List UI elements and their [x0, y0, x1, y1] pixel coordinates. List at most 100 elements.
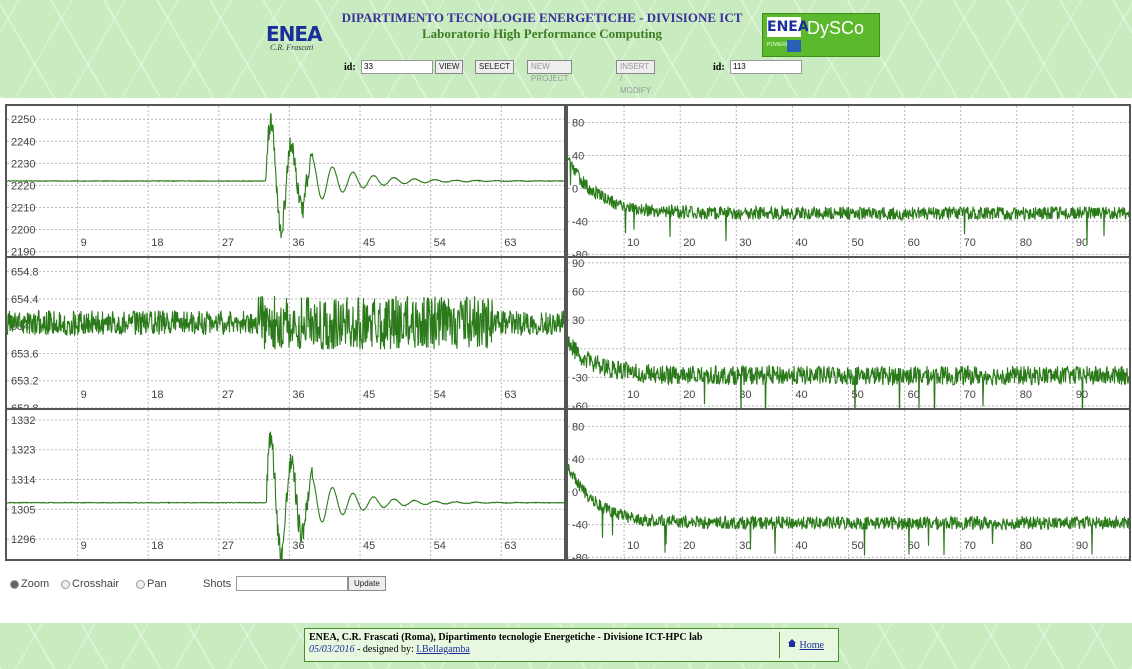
x-tick-label: 30 [739, 540, 751, 552]
x-tick-label: 90 [1076, 540, 1088, 552]
view-button[interactable]: VIEW [435, 60, 464, 74]
id-input[interactable]: 33 [361, 60, 433, 74]
home-link-group[interactable]: Home [787, 638, 824, 651]
plot-top-left-chart: 9182736455463722502240223022202210220021… [7, 106, 564, 256]
y-tick-label: 60 [572, 286, 584, 298]
plot-top-left[interactable]: 9182736455463722502240223022202210220021… [7, 106, 564, 256]
y-tick-label: 40 [572, 454, 584, 466]
update-button[interactable]: Update [348, 576, 386, 591]
plot-top-right[interactable]: 10 20 30 40 50 60 70 80 90 80 40 0 -40 -80 [568, 106, 1129, 256]
dysco-logo-text: DySCo [807, 18, 865, 38]
pan-radio[interactable]: Pan [136, 578, 167, 590]
y-tick-label: -60 [572, 401, 588, 408]
home-link[interactable]: Home [799, 640, 824, 651]
zoom-radio-dot[interactable] [10, 579, 19, 589]
signal-trace [7, 113, 564, 239]
y-tick-label: -80 [572, 249, 588, 256]
y-tick-label: 1296 [11, 534, 35, 546]
plot-bottom-right[interactable]: 10 20 30 40 50 60 70 80 90 80 40 0 -40 -80 [568, 410, 1129, 559]
y-tick-label: -40 [572, 520, 588, 532]
home-icon [788, 639, 796, 647]
plot-middle-right[interactable]: 10 20 30 40 50 60 70 80 90 90 60 30 0 -30 -60 [568, 258, 1129, 408]
pan-radio-dot[interactable] [136, 579, 145, 589]
powered-by-text: POWERED BY [767, 42, 801, 48]
x-tick-label: 36 [292, 389, 304, 401]
x-tick-label: 70 [964, 389, 976, 401]
x-tick-label: 60 [908, 540, 920, 552]
x-tick-label: 60 [908, 237, 920, 249]
y-tick-label: 40 [572, 150, 584, 162]
y-tick-label: 652.8 [11, 403, 39, 408]
x-tick-label: 40 [795, 389, 807, 401]
y-tick-label: 0 [572, 487, 578, 499]
select-button[interactable]: SELECT [475, 60, 515, 74]
x-tick-label: 27 [222, 540, 234, 552]
x-tick-label: 36 [292, 237, 304, 249]
x-tick-label: 50 [852, 540, 864, 552]
new-project-button[interactable]: NEW PROJECT [527, 60, 573, 83]
y-tick-label: 90 [572, 258, 584, 270]
y-tick-label: 653.2 [11, 376, 39, 388]
x-tick-label: 9 [81, 389, 87, 401]
enea-logo-text: ENEA [266, 22, 323, 46]
y-tick-label: 2230 [11, 158, 35, 170]
x-tick-label: 20 [683, 237, 695, 249]
plot-bottom-right-chart: 10 20 30 40 50 60 70 80 90 80 40 0 -40 -80 [568, 410, 1129, 559]
zoom-radio[interactable]: Zoom [10, 578, 49, 590]
plot-bottom-left[interactable]: 91827364554637133213231314130512961287 [7, 410, 564, 559]
x-tick-label: 36 [292, 540, 304, 552]
y-tick-label: 654.8 [11, 267, 39, 279]
x-tick-label: 10 [627, 389, 639, 401]
y-tick-label: 2220 [11, 180, 35, 192]
x-tick-label: 50 [852, 389, 864, 401]
x-tick-label: 54 [434, 540, 446, 552]
y-tick-label: 1314 [11, 475, 35, 487]
y-tick-label: -30 [572, 372, 588, 384]
pan-label: Pan [147, 578, 167, 590]
dysco-enea-mark: ENEA [767, 17, 809, 37]
designer-link[interactable]: I.Bellagamba [416, 644, 470, 655]
x-tick-label: 80 [1020, 540, 1032, 552]
signal-trace [568, 463, 1129, 556]
x-tick-label: 60 [908, 389, 920, 401]
x-tick-label: 45 [363, 389, 375, 401]
x-tick-label: 20 [683, 540, 695, 552]
id2-input[interactable]: 113 [730, 60, 802, 74]
x-tick-label: 63 [504, 540, 516, 552]
y-tick-label: 653.6 [11, 348, 39, 360]
page-title: DIPARTIMENTO TECNOLOGIE ENERGETICHE - DI… [327, 10, 757, 42]
enea-logo-subtitle: C.R. Frascati [270, 43, 314, 52]
insert-modify-button[interactable]: INSERT / MODIFY [616, 60, 656, 95]
header-band: ENEA C.R. Frascati DIPARTIMENTO TECNOLOG… [0, 0, 1132, 98]
signal-trace [7, 295, 564, 350]
x-tick-label: 54 [434, 237, 446, 249]
x-tick-label: 27 [222, 237, 234, 249]
y-tick-label: -40 [572, 216, 588, 228]
footer-text: ENEA, C.R. Frascati (Roma), Dipartimento… [309, 632, 702, 656]
grid-logo-icon [787, 40, 801, 52]
x-tick-label: 70 [964, 237, 976, 249]
x-tick-label: 70 [964, 540, 976, 552]
y-tick-label: 80 [572, 117, 584, 129]
x-tick-label: 50 [852, 237, 864, 249]
y-tick-label: 1305 [11, 504, 35, 516]
footer-line1: ENEA, C.R. Frascati (Roma), Dipartimento… [309, 632, 703, 643]
x-tick-label: 30 [739, 389, 751, 401]
crosshair-radio[interactable]: Crosshair [61, 578, 119, 590]
x-tick-label: 9 [81, 237, 87, 249]
x-tick-label: 80 [1020, 237, 1032, 249]
footer-box: ENEA, C.R. Frascati (Roma), Dipartimento… [304, 628, 839, 662]
y-tick-label: -80 [572, 552, 588, 559]
y-tick-label: 2210 [11, 202, 35, 214]
plot-middle-left[interactable]: 9182736455463654.8654.4654653.6653.2652.… [7, 258, 564, 408]
shots-input[interactable] [236, 576, 348, 591]
signal-trace [568, 157, 1129, 246]
y-tick-label: 1332 [11, 415, 35, 427]
y-tick-label: 0 [572, 183, 578, 195]
x-tick-label: 63 [504, 389, 516, 401]
x-tick-label: 80 [1020, 389, 1032, 401]
crosshair-radio-dot[interactable] [61, 579, 70, 589]
x-tick-label: 40 [795, 237, 807, 249]
x-tick-label: 63 [504, 237, 516, 249]
footer-designed-by: - designed by: [354, 644, 417, 655]
